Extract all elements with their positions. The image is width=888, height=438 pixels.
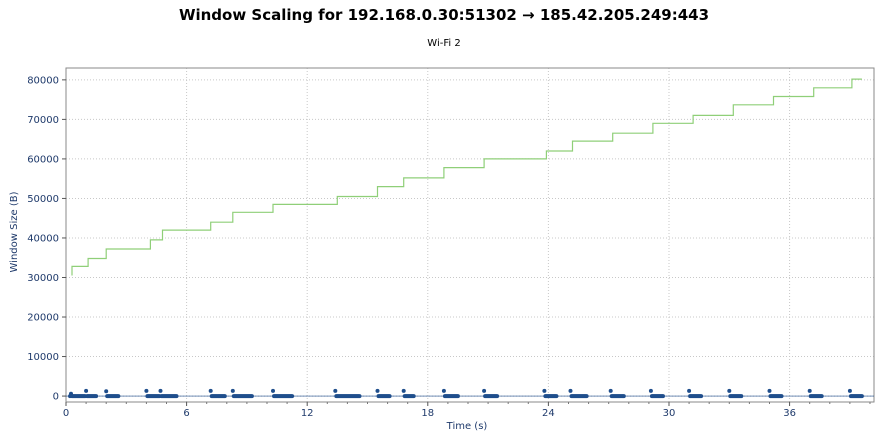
y-tick-label: 10000 (27, 352, 59, 363)
bytes-point (661, 394, 665, 399)
bytes-point (174, 394, 179, 399)
y-tick-label: 70000 (27, 115, 59, 126)
bytes-point (739, 394, 744, 399)
plot-frame (65, 67, 875, 403)
bytes-point (482, 388, 487, 393)
bytes-point (84, 388, 89, 393)
bytes-point (455, 394, 460, 399)
x-axis-label: Time (s) (446, 421, 488, 432)
bytes-point (208, 388, 213, 393)
bytes-point (779, 394, 784, 399)
ticks-layer: 0 6 12 18 24 30 36 0 10000 20000 30000 40000 50000 60… (27, 75, 871, 419)
bytes-point (568, 388, 573, 393)
bytes-point (687, 388, 692, 393)
y-tick-label: 50000 (27, 194, 59, 205)
bytes-point (495, 394, 500, 399)
bytes-point (542, 388, 547, 393)
x-tick-label: 12 (301, 408, 314, 419)
bytes-point (144, 388, 149, 393)
bytes-point (387, 394, 392, 399)
bytes-point (767, 388, 772, 393)
bytes-point (249, 394, 254, 399)
series-layer (66, 78, 874, 399)
x-tick-label: 6 (183, 408, 189, 419)
bytes-point (441, 388, 446, 393)
bytes-point (621, 394, 626, 399)
x-tick-label: 18 (421, 408, 434, 419)
bytes-point (807, 388, 812, 393)
bytes-point (859, 394, 864, 399)
y-tick-label: 20000 (27, 313, 59, 324)
bytes-point (648, 388, 653, 393)
y-tick-label: 30000 (27, 273, 59, 284)
bytes-point (554, 394, 559, 399)
y-axis-label: Window Size (B) (9, 191, 20, 272)
x-tick-label: 24 (542, 408, 555, 419)
bytes-point (608, 388, 613, 393)
bytes-point (158, 388, 163, 393)
bytes-point (727, 388, 732, 393)
bytes-point (411, 394, 416, 399)
bytes-point (584, 394, 589, 399)
y-tick-label: 80000 (27, 75, 59, 86)
chart-subtitle: Wi-Fi 2 (427, 38, 461, 49)
bytes-point (271, 388, 275, 393)
bytes-point (847, 388, 852, 393)
bytes-point (699, 394, 704, 399)
bytes-point (333, 388, 338, 393)
bytes-point (290, 394, 295, 399)
x-tick-label: 0 (63, 408, 69, 419)
axes-layer (65, 67, 875, 403)
chart-title: Window Scaling for 192.168.0.30:51302 → … (178, 6, 710, 24)
y-tick-label: 40000 (27, 233, 59, 244)
x-tick-label: 36 (783, 408, 796, 419)
bytes-point (94, 394, 99, 399)
bytes-point (116, 394, 121, 399)
bytes-point (401, 388, 406, 393)
x-tick-label: 30 (663, 408, 676, 419)
y-tick-label: 0 (53, 392, 59, 403)
bytes-point (357, 394, 362, 399)
bytes-point (230, 388, 235, 393)
window-size-line (71, 78, 862, 276)
bytes-point (104, 389, 109, 394)
bytes-point (375, 388, 380, 393)
y-tick-label: 60000 (27, 154, 59, 165)
bytes-point (222, 394, 227, 399)
bytes-point (819, 394, 824, 399)
grid-layer (65, 68, 874, 402)
